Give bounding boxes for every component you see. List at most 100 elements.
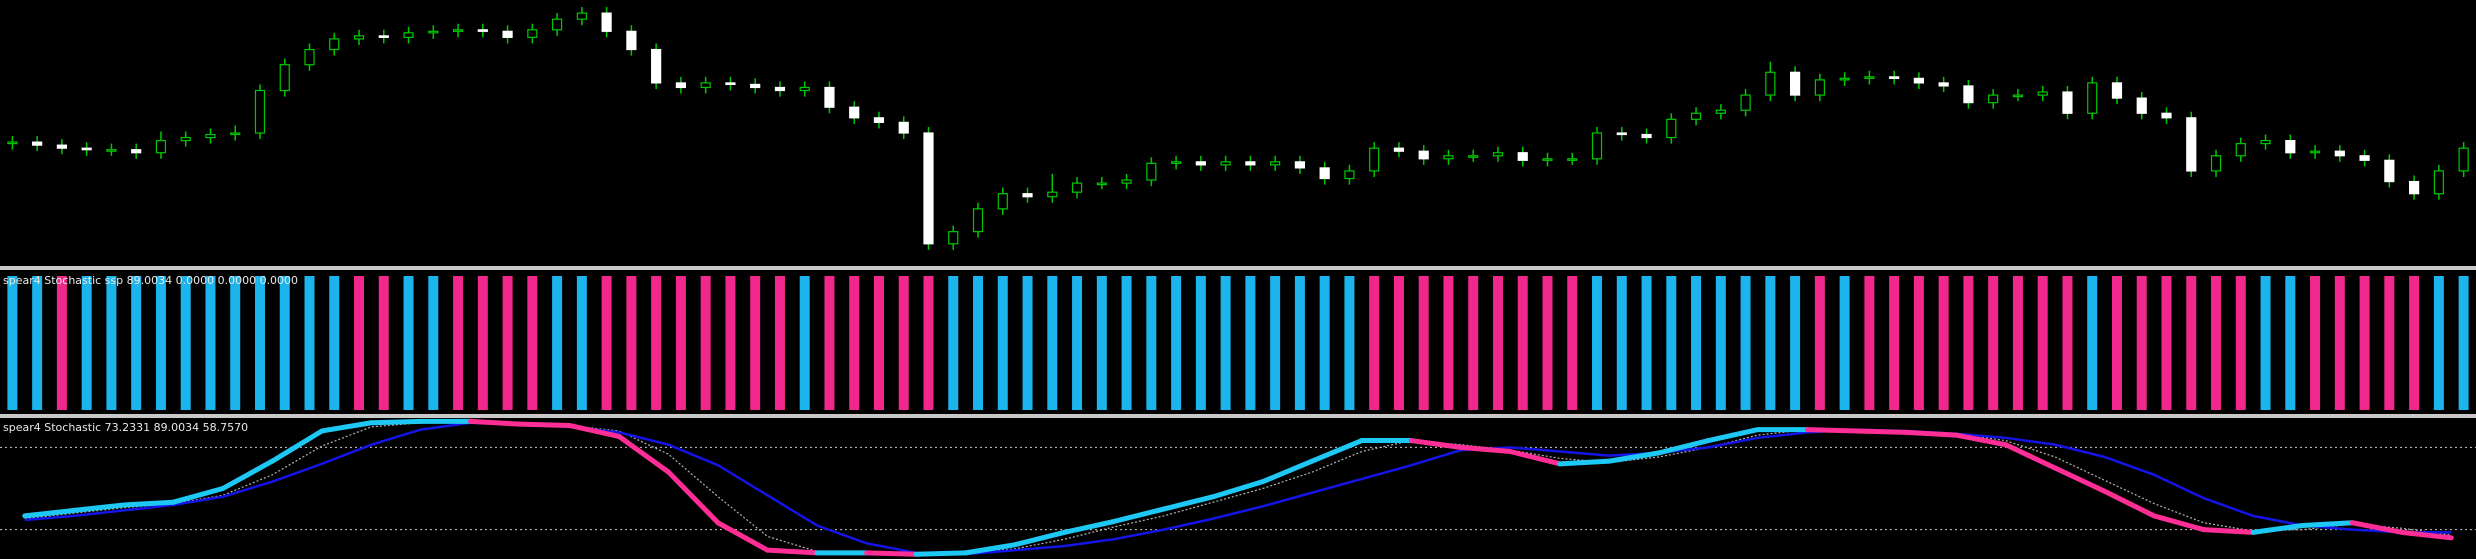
state-bar — [403, 276, 414, 410]
candle-body — [1344, 170, 1355, 180]
main-line-segment — [2052, 465, 2108, 494]
state-bar — [1319, 276, 1330, 410]
state-bar — [1913, 276, 1924, 410]
candle-body — [1567, 158, 1578, 161]
state-bar — [1492, 276, 1503, 410]
state-bar — [2062, 276, 2073, 410]
candle-body — [1022, 193, 1033, 198]
candle-body — [948, 231, 959, 245]
state-bar — [1666, 276, 1677, 410]
state-bar — [1616, 276, 1627, 410]
main-line-segment — [864, 550, 919, 557]
main-line-segment — [1953, 432, 2009, 448]
state-bar — [329, 276, 340, 410]
state-bar — [32, 276, 43, 410]
candle-body — [180, 136, 191, 142]
candle-body — [551, 18, 563, 31]
state-bar — [502, 276, 513, 410]
state-bar — [2334, 276, 2345, 410]
state-bar — [1790, 276, 1801, 410]
state-bar — [180, 276, 191, 410]
candle-body — [1591, 132, 1603, 160]
candle-body — [972, 208, 984, 233]
state-bar — [7, 276, 18, 410]
state-bar — [354, 276, 365, 410]
candle-body — [230, 132, 241, 136]
main-line-segment — [616, 433, 672, 475]
candle-body — [750, 83, 761, 89]
candle-body — [1889, 76, 1900, 79]
main-line-segment — [1606, 450, 1662, 464]
state-bar — [1814, 276, 1825, 410]
main-line-segment — [1507, 449, 1563, 467]
state-bar — [2458, 276, 2469, 410]
main-line-segment — [1309, 438, 1365, 464]
candle-body — [1517, 152, 1528, 161]
panel-separator — [0, 414, 2476, 418]
candle-body — [2062, 91, 2073, 114]
candle-body — [774, 86, 786, 92]
state-bar — [254, 276, 265, 410]
candle-body — [1666, 118, 1677, 139]
candle-body — [1319, 167, 1330, 180]
state-bar — [1195, 276, 1206, 410]
state-bar — [1047, 276, 1058, 410]
state-bar — [2384, 276, 2395, 410]
state-bar — [725, 276, 736, 410]
main-line-segment — [2300, 520, 2355, 528]
candle-body — [2136, 97, 2147, 114]
candle-body — [923, 132, 934, 245]
main-line-segment — [71, 502, 127, 513]
main-line-segment — [913, 550, 969, 557]
state-bar — [205, 276, 216, 410]
state-bar — [230, 276, 241, 410]
main-line-segment — [2151, 513, 2207, 533]
candle-body — [1641, 133, 1652, 139]
state-bar — [2037, 276, 2048, 410]
state-bar — [2285, 276, 2296, 410]
state-bar — [1864, 276, 1875, 410]
state-bar — [774, 276, 785, 410]
candle-body — [576, 12, 587, 20]
main-line-segment — [269, 428, 325, 464]
state-bar — [1294, 276, 1305, 410]
main-line-segment — [1260, 458, 1315, 485]
candle-body — [799, 86, 810, 92]
state-bar — [626, 276, 637, 410]
state-bar — [2359, 276, 2370, 410]
candle-body — [205, 133, 216, 139]
state-bar — [1592, 276, 1603, 410]
state-bar — [2136, 276, 2147, 410]
candle-body — [1369, 147, 1380, 172]
main-line-segment — [1557, 458, 1612, 467]
state-bar — [873, 276, 884, 410]
main-line-segment — [1904, 429, 1959, 438]
candle-body — [7, 141, 18, 145]
candle-body — [1047, 191, 1058, 198]
candle-body — [725, 82, 736, 86]
state-bar — [1567, 276, 1578, 410]
indicator-label: spear4 Stochastic ssp 89.0034 0.0000 0.0… — [3, 274, 298, 287]
main-line-segment — [1012, 529, 1068, 548]
candle-body — [898, 121, 909, 134]
state-bar — [1418, 276, 1429, 410]
state-bar — [1270, 276, 1281, 410]
main-line-segment — [1854, 428, 1910, 435]
candle-body — [1146, 162, 1157, 181]
state-bar — [1839, 276, 1850, 410]
candle-body — [1765, 71, 1776, 96]
main-line-segment — [1656, 438, 1711, 456]
candle-body — [1418, 150, 1429, 160]
state-bar — [651, 276, 662, 410]
candle-body — [849, 106, 860, 119]
candle-body — [1988, 94, 1999, 104]
state-bar — [428, 276, 439, 410]
state-bar — [527, 276, 538, 410]
candle-body — [1096, 182, 1107, 186]
main-line-segment — [715, 520, 771, 553]
state-bar — [824, 276, 835, 410]
candle-body — [700, 82, 711, 89]
candle-body — [1294, 161, 1306, 169]
